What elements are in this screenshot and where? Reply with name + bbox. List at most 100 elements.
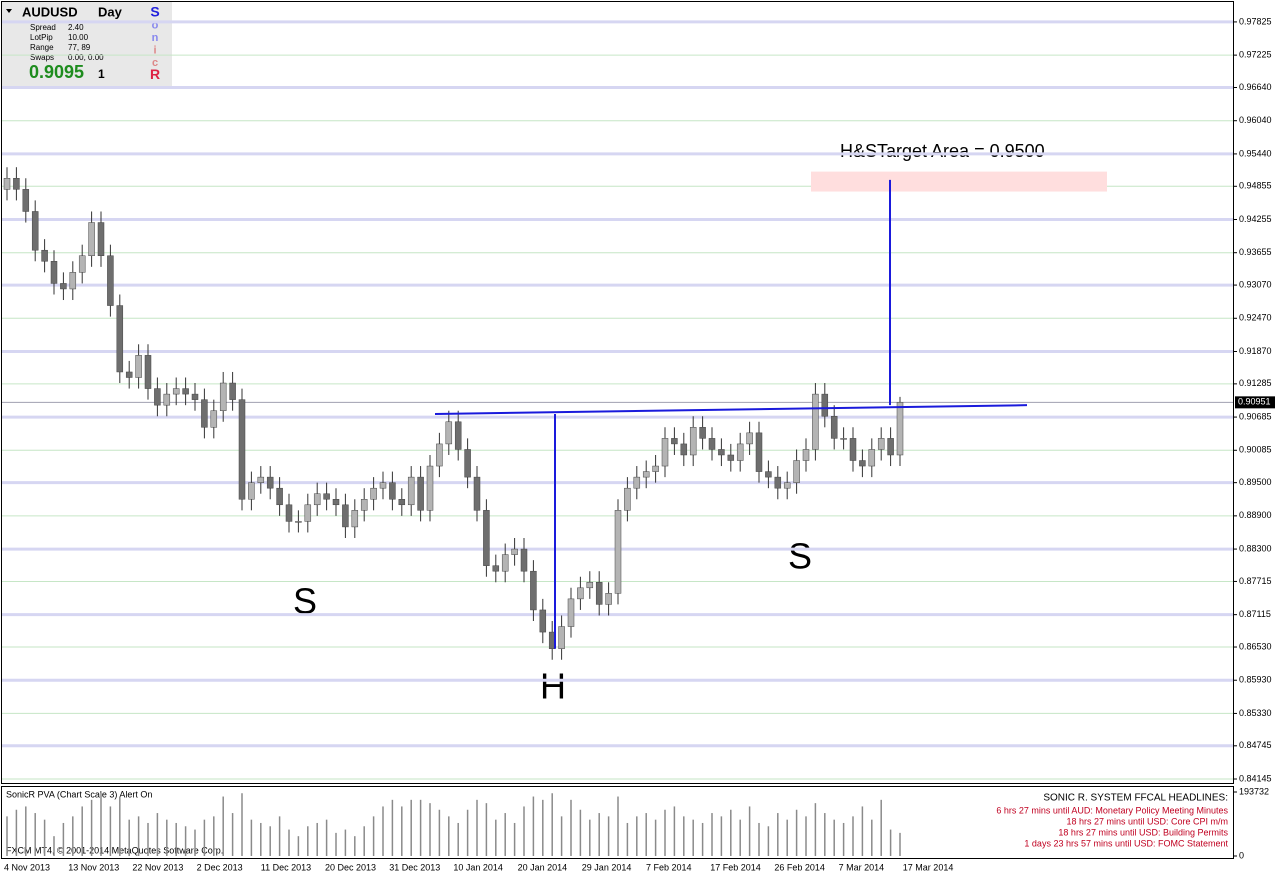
candle-body: [13, 178, 20, 190]
candle-body: [558, 626, 565, 649]
candle-body: [830, 415, 838, 439]
candle-body: [379, 482, 387, 489]
candle-body: [436, 443, 443, 467]
candle-body: [201, 399, 208, 428]
candle-body: [69, 272, 77, 290]
y-tick-label: 0.88300: [1239, 543, 1272, 553]
candle-body: [840, 438, 847, 440]
candle-body: [172, 388, 180, 395]
candle-body: [765, 471, 772, 478]
y-tick-label: 0.84745: [1239, 740, 1272, 750]
brand-letter: o: [152, 19, 159, 31]
candle-body: [210, 410, 218, 428]
info-value: 10.00: [68, 33, 89, 42]
candle-body: [689, 427, 697, 456]
x-tick-label: 22 Nov 2013: [132, 862, 183, 872]
y-tick-label: 0.87715: [1239, 576, 1272, 586]
candle-body: [642, 471, 650, 478]
candle-body: [248, 482, 255, 500]
price-panel: [1, 1, 1234, 784]
x-tick-label: 7 Feb 2014: [646, 862, 692, 872]
candle-body: [295, 521, 302, 523]
x-tick-label: 10 Jan 2014: [453, 862, 503, 872]
candle-body: [182, 388, 189, 395]
x-tick-label: 4 Nov 2013: [4, 862, 50, 872]
candle-body: [342, 504, 349, 528]
candle-body: [605, 593, 612, 605]
x-tick-label: 17 Feb 2014: [710, 862, 761, 872]
brand-letter: n: [152, 32, 159, 44]
info-value: 77, 89: [68, 43, 91, 52]
candle-body: [511, 548, 518, 555]
info-panel: AUDUSD Day 0.9095 1 Spread 2.40 LotPip 10.0…: [2, 2, 172, 88]
candle-body: [652, 465, 659, 472]
x-tick-label: 2 Dec 2013: [197, 862, 243, 872]
info-label: Spread: [30, 23, 56, 32]
candle-body: [97, 222, 105, 256]
candle-body: [3, 178, 11, 190]
candle-body: [389, 482, 396, 500]
last-price-label: 0.90951: [1238, 397, 1271, 407]
candle-body: [708, 438, 716, 450]
y-tick-label: 0.91870: [1239, 346, 1272, 356]
y-tick-label: 0.84145: [1239, 773, 1272, 783]
candle-body: [135, 355, 142, 378]
candle-body: [31, 211, 39, 251]
candle-body: [802, 449, 810, 461]
candle-body: [276, 487, 283, 506]
candle-body: [163, 393, 171, 406]
target-zone: [811, 171, 1107, 192]
info-label: Swaps: [30, 53, 54, 62]
symbol: AUDUSD: [22, 4, 78, 19]
timeframe: Day: [98, 4, 123, 19]
candle-body: [116, 305, 124, 373]
x-tick-label: 17 Mar 2014: [903, 862, 954, 872]
candle-body: [257, 476, 265, 483]
candle-body: [567, 598, 575, 627]
candle-body: [661, 438, 669, 467]
candle-body: [699, 427, 706, 439]
candle-body: [60, 283, 67, 290]
candle-body: [877, 438, 885, 450]
headline: 6 hrs 27 mins until AUD: Monetary Policy…: [996, 805, 1228, 815]
x-tick-label: 31 Dec 2013: [389, 862, 440, 872]
candle-body: [107, 255, 114, 306]
y-tick-label: 0.94855: [1239, 181, 1272, 191]
y-tick-label: 0.89500: [1239, 477, 1272, 487]
candle-body: [896, 402, 904, 456]
volume-tick-label: 0: [1239, 850, 1244, 860]
candle-body: [614, 510, 622, 594]
x-tick-label: 20 Jan 2014: [518, 862, 568, 872]
y-tick-label: 0.93070: [1239, 279, 1272, 289]
y-tick-label: 0.97225: [1239, 50, 1272, 60]
headline: 18 hrs 27 mins until USD: Core CPI m/m: [1066, 816, 1228, 826]
candle-body: [370, 487, 377, 500]
candle-body: [445, 421, 453, 445]
candle-body: [229, 382, 236, 400]
headline: 1 days 23 hrs 57 mins until USD: FOMC St…: [1024, 838, 1228, 848]
info-label: Range: [30, 43, 54, 52]
candle-body: [50, 261, 58, 284]
candle-body: [78, 255, 86, 273]
candle-body: [774, 476, 782, 489]
candle-body: [313, 493, 321, 506]
x-tick-label: 7 Mar 2014: [839, 862, 885, 872]
info-bg: [2, 2, 172, 88]
candle-body: [530, 570, 537, 611]
candle-body: [868, 449, 876, 467]
y-tick-label: 0.85930: [1239, 675, 1272, 685]
candle-body: [41, 249, 48, 262]
right-shoulder: S: [788, 536, 812, 577]
y-tick-label: 0.91285: [1239, 378, 1272, 388]
target-text: H&STarget Area = 0.9500: [840, 141, 1045, 161]
candle-body: [539, 609, 547, 633]
candle-body: [266, 476, 274, 489]
candle-body: [483, 510, 490, 566]
headline: 18 hrs 27 mins until USD: Building Permi…: [1058, 827, 1228, 837]
candle-body: [351, 510, 359, 528]
candle-body: [586, 582, 594, 589]
info-value: 0.00, 0.00: [68, 53, 104, 62]
candle-body: [887, 438, 894, 456]
brand-letter: i: [153, 44, 156, 56]
